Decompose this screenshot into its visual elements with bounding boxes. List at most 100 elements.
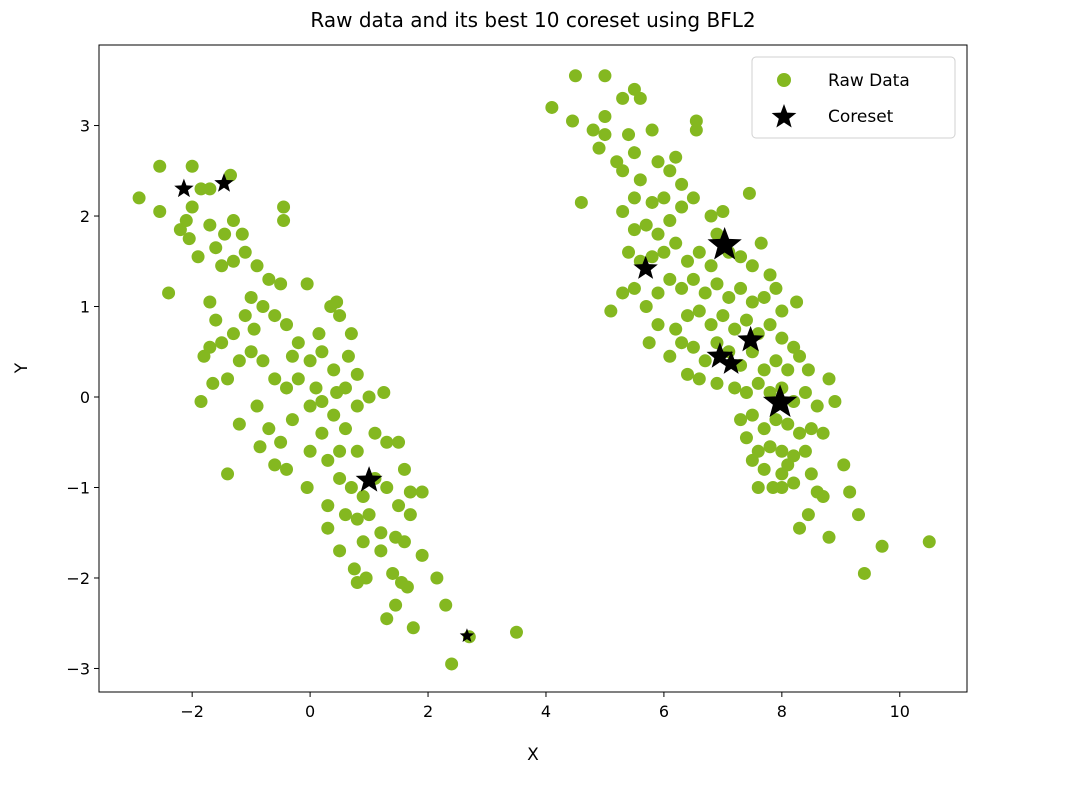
raw-data-point [380, 435, 394, 449]
plot-frame [98, 44, 968, 693]
raw-data-point [716, 309, 730, 323]
raw-data-point [816, 426, 830, 440]
raw-data-point [804, 467, 818, 481]
raw-data-point [669, 322, 683, 336]
raw-data-point [280, 462, 294, 476]
raw-data-point [300, 277, 314, 291]
raw-data-point [745, 408, 759, 422]
raw-data-point [801, 508, 815, 522]
raw-data-point [430, 571, 444, 585]
raw-data-point [262, 272, 276, 286]
raw-data-point [380, 480, 394, 494]
raw-data-point [235, 227, 249, 241]
raw-data-point [303, 399, 317, 413]
raw-data-point [787, 449, 801, 463]
raw-data-point [801, 363, 815, 377]
raw-data-point [781, 363, 795, 377]
raw-data-point [574, 195, 588, 209]
raw-data-point [633, 173, 647, 187]
raw-data-point [763, 385, 777, 399]
raw-data-point [338, 422, 352, 436]
legend-raw-data-label: Raw Data [828, 71, 910, 91]
raw-data-point [710, 376, 724, 390]
legend-box [751, 56, 956, 139]
raw-data-point [218, 227, 232, 241]
raw-data-point [374, 526, 388, 540]
plot-points [132, 69, 936, 671]
raw-data-point [616, 164, 630, 178]
coreset-star-point [737, 325, 764, 352]
raw-data-point [598, 69, 612, 83]
raw-data-point [362, 390, 376, 404]
raw-data-point [268, 458, 282, 472]
raw-data-point [651, 286, 665, 300]
raw-data-point [616, 205, 630, 219]
y-tick-label: 2 [80, 207, 90, 226]
raw-data-point [810, 485, 824, 499]
legend-coreset-label: Coreset [828, 107, 894, 127]
raw-data-point [754, 236, 768, 250]
raw-data-point [793, 426, 807, 440]
raw-data-point [403, 508, 417, 522]
raw-data-point [277, 214, 291, 228]
raw-data-point [185, 159, 199, 173]
raw-data-point [651, 155, 665, 169]
raw-data-point [262, 422, 276, 436]
raw-data-point [509, 625, 523, 639]
raw-data-point [663, 214, 677, 228]
raw-data-point [742, 186, 756, 200]
raw-data-point [232, 354, 246, 368]
raw-data-point [362, 508, 376, 522]
raw-data-point [675, 281, 689, 295]
raw-data-point [368, 426, 382, 440]
raw-data-point [347, 562, 361, 576]
coreset-star-point [762, 384, 798, 417]
x-tick-label: 8 [777, 702, 787, 721]
raw-data-point [356, 490, 370, 504]
axis-ticks: −2 0 2 4 6 8 10 −3 −2 −1 0 1 2 3 [66, 117, 910, 721]
raw-data-point [285, 349, 299, 363]
raw-data-point [350, 399, 364, 413]
x-axis-label: X [527, 745, 539, 765]
raw-data-point [592, 141, 606, 155]
raw-data-point [657, 245, 671, 259]
raw-data-point [798, 385, 812, 399]
raw-data-point [680, 254, 694, 268]
raw-data-point [645, 123, 659, 137]
raw-data-point [769, 413, 783, 427]
raw-data-point [775, 444, 789, 458]
raw-data-point [686, 340, 700, 354]
raw-data-point [793, 521, 807, 535]
raw-data-point [397, 462, 411, 476]
raw-data-point [397, 535, 411, 549]
raw-data-point [775, 480, 789, 494]
raw-data-point [315, 426, 329, 440]
raw-data-point [244, 345, 258, 359]
raw-data-point [675, 177, 689, 191]
x-tick-label: 6 [659, 702, 669, 721]
raw-data-point [309, 381, 323, 395]
raw-data-point [321, 499, 335, 513]
raw-data-point [350, 512, 364, 526]
raw-data-point [689, 114, 703, 128]
raw-data-point [622, 128, 636, 142]
raw-data-point [330, 295, 344, 309]
raw-data-point [300, 480, 314, 494]
raw-data-point [330, 385, 344, 399]
raw-data-point [250, 259, 264, 273]
raw-data-point [274, 277, 288, 291]
raw-data-point [875, 539, 889, 553]
raw-data-point [775, 331, 789, 345]
raw-data-point [223, 168, 237, 182]
raw-data-point [922, 535, 936, 549]
raw-data-point [722, 290, 736, 304]
legend: Raw Data Coreset [751, 56, 956, 139]
y-tick-label: −3 [66, 659, 90, 678]
raw-data-point [639, 218, 653, 232]
chart-title: Raw data and its best 10 coreset using B… [310, 8, 755, 32]
raw-data-point [734, 281, 748, 295]
raw-data-point [769, 354, 783, 368]
raw-data-point [333, 309, 347, 323]
raw-data-point [704, 209, 718, 223]
